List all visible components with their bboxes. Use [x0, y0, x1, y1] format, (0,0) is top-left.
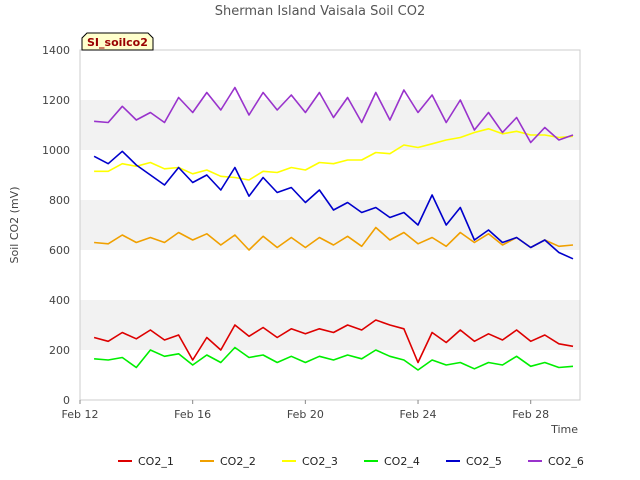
badge-label: SI_soilco2	[87, 36, 148, 49]
x-axis-label: Time	[550, 423, 578, 436]
grid-bands	[80, 100, 580, 350]
y-axis-label: Soil CO2 (mV)	[8, 187, 21, 264]
legend-entry: CO2_3	[302, 455, 338, 468]
series-line-co2-2	[94, 226, 574, 251]
y-tick-label: 1000	[42, 144, 70, 157]
series-line-co2-6	[94, 86, 574, 144]
series-lines	[93, 86, 574, 371]
x-tick-label: Feb 28	[512, 408, 549, 421]
legend: CO2_1 CO2_2 CO2_3 CO2_4 CO2_5 CO2_6	[118, 455, 584, 468]
legend-entry: CO2_6	[548, 455, 584, 468]
series-line-co2-1	[93, 319, 574, 364]
y-tick-label: 0	[63, 394, 70, 407]
series-line-co2-4	[94, 346, 574, 371]
series-line-co2-5	[93, 150, 574, 260]
x-tick-label: Feb 24	[400, 408, 437, 421]
x-axis-ticks: Feb 12 Feb 16 Feb 20 Feb 24 Feb 28	[62, 400, 549, 421]
y-tick-label: 1200	[42, 94, 70, 107]
x-tick-label: Feb 12	[62, 408, 99, 421]
badge: SI_soilco2	[81, 32, 154, 51]
y-tick-label: 800	[49, 194, 70, 207]
x-tick-label: Feb 20	[287, 408, 324, 421]
chart-title: Sherman Island Vaisala Soil CO2	[215, 4, 425, 19]
legend-entry: CO2_2	[220, 455, 256, 468]
y-tick-label: 1400	[42, 44, 70, 57]
legend-entry: CO2_4	[384, 455, 420, 468]
grid-band	[80, 300, 580, 350]
y-tick-label: 400	[49, 294, 70, 307]
y-tick-label: 200	[49, 344, 70, 357]
series-line-co2-3	[94, 128, 574, 181]
grid-band	[80, 100, 580, 150]
legend-entry: CO2_1	[138, 455, 174, 468]
y-axis-ticks: 0 200 400 600 800 1000 1200 1400	[42, 44, 70, 407]
legend-entry: CO2_5	[466, 455, 502, 468]
x-tick-label: Feb 16	[174, 408, 211, 421]
y-tick-label: 600	[49, 244, 70, 257]
